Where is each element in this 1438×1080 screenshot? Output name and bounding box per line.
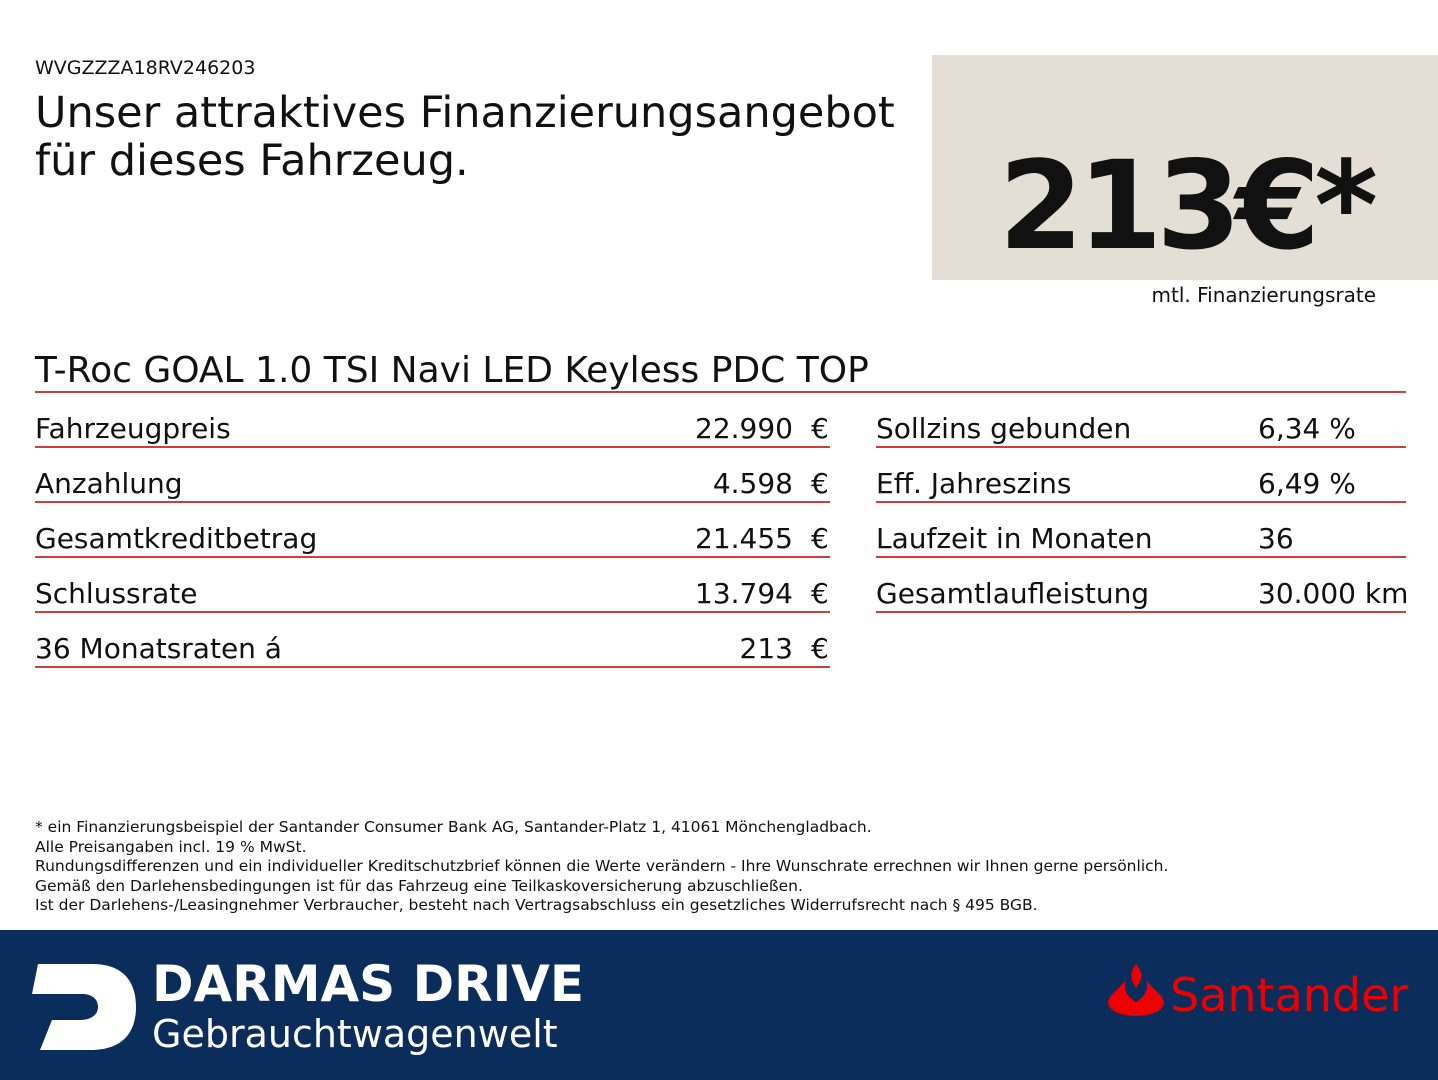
row-label: Schlussrate — [35, 577, 198, 610]
divider — [35, 391, 1406, 393]
brand-sub: Gebrauchtwagenwelt — [152, 1012, 558, 1056]
row-line — [876, 446, 1406, 448]
price-label: mtl. Finanzierungsrate — [1151, 283, 1376, 307]
row-value: 6,34 % — [1258, 412, 1356, 445]
footnote: Gemäß den Darlehensbedingungen ist für d… — [35, 876, 803, 895]
row-unit: € — [811, 632, 829, 665]
footnote: Alle Preisangaben incl. 19 % MwSt. — [35, 837, 307, 856]
row-value: 21.455 — [695, 522, 793, 555]
vin: WVGZZZA18RV246203 — [35, 57, 256, 79]
row-value: 6,49 % — [1258, 467, 1356, 500]
headline: für dieses Fahrzeug. — [35, 136, 469, 186]
row-label: Sollzins gebunden — [876, 412, 1132, 445]
logo — [32, 964, 136, 1050]
row-value: 4.598 — [712, 467, 793, 500]
row-line — [35, 501, 830, 503]
row-unit: € — [811, 577, 829, 610]
brand: DARMAS DRIVE — [152, 955, 585, 1013]
row-line — [35, 611, 830, 613]
footer: DARMAS DRIVE Gebrauchtwagenwelt Santande… — [0, 930, 1438, 1080]
row-unit: € — [811, 467, 829, 500]
row-label: Fahrzeugpreis — [35, 412, 231, 445]
row-line — [35, 446, 830, 448]
bank: Santander — [1170, 968, 1409, 1022]
row-unit: € — [811, 412, 829, 445]
row-label: Laufzeit in Monaten — [876, 522, 1153, 555]
row-value: 30.000 km — [1258, 577, 1409, 610]
footnote: Rundungsdifferenzen und ein individuelle… — [35, 857, 1169, 875]
row-line — [876, 556, 1406, 558]
footnote: Ist der Darlehens-/Leasingnehmer Verbrau… — [35, 896, 1038, 914]
row-line — [35, 666, 830, 668]
row-label: Anzahlung — [35, 467, 183, 500]
row-label: Eff. Jahreszins — [876, 467, 1072, 500]
row-unit: € — [811, 522, 829, 555]
row-value: 13.794 — [695, 577, 793, 610]
row-value: 36 — [1258, 522, 1294, 555]
price: 213€* — [998, 135, 1378, 277]
price-box: 213€* mtl. Finanzierungsrate — [932, 55, 1438, 307]
headline: Unser attraktives Finanzierungsangebot — [35, 88, 895, 138]
row-label: Gesamtlaufleistung — [876, 577, 1150, 610]
row-line — [876, 501, 1406, 503]
footnote: * ein Finanzierungsbeispiel der Santande… — [35, 818, 872, 836]
row-label: 36 Monatsraten á — [35, 632, 282, 665]
row-line — [876, 611, 1406, 613]
model: T-Roc GOAL 1.0 TSI Navi LED Keyless PDC … — [35, 350, 869, 391]
row-label: Gesamtkreditbetrag — [35, 522, 318, 555]
row-value: 213 — [739, 632, 793, 665]
row-value: 22.990 — [695, 412, 793, 445]
bank-logo — [1108, 964, 1164, 1016]
row-line — [35, 556, 830, 558]
